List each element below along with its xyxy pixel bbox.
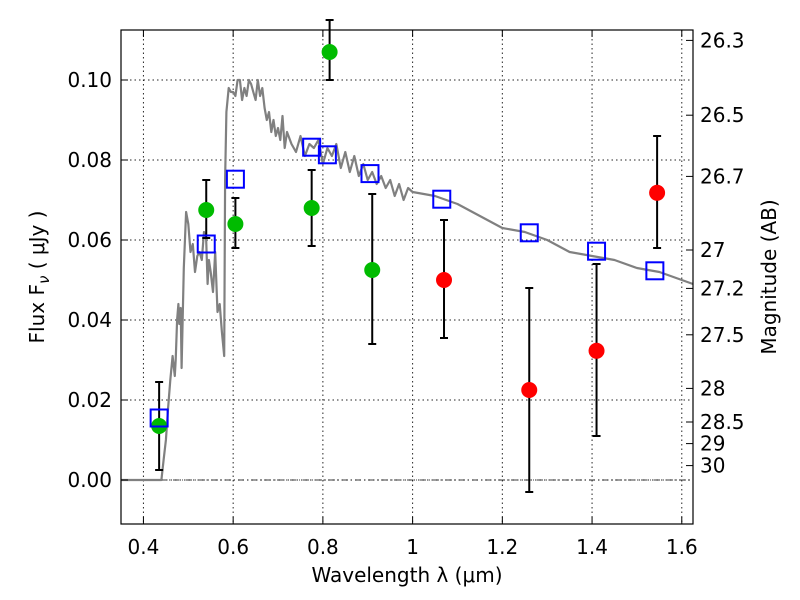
model-photometry-square [225, 169, 245, 189]
y-tick-label: 0.08 [67, 148, 112, 172]
model-photometry-square [645, 261, 665, 281]
model-photometry-square [149, 408, 169, 428]
x-axis-title: Wavelength λ (μm) [311, 563, 502, 587]
model-photometry-square [587, 241, 607, 261]
y-tick-label: 0.04 [67, 308, 112, 332]
x-tick-label: 1.2 [486, 535, 518, 559]
red-data-point [588, 342, 605, 359]
y-axis-title: Flux Fν ( μJy ) [25, 211, 53, 344]
y-tick-label: 0.10 [67, 68, 112, 92]
x-tick-label: 0.4 [128, 535, 160, 559]
model-photometry-square [317, 145, 337, 165]
green-data-point [227, 216, 244, 232]
green-data-point [303, 200, 320, 216]
y2-tick-label: 27.5 [700, 323, 745, 347]
y2-tick-label: 30 [700, 454, 725, 478]
plot-frame [120, 29, 694, 525]
x-tick-label: 0.8 [307, 535, 339, 559]
y2-tick-label: 26.3 [700, 28, 745, 52]
x-tick-label: 1 [406, 535, 419, 559]
model-photometry-square [519, 223, 539, 243]
y2-tick-label: 27.2 [700, 276, 745, 300]
x-tick-label: 1.4 [576, 535, 608, 559]
model-sed-line-group [121, 78, 694, 482]
y2-tick-label: 26.5 [700, 103, 745, 127]
y2-tick-label: 28 [700, 376, 725, 400]
y2-tick-label: 27 [700, 238, 725, 262]
green-data-point [198, 202, 215, 218]
x-tick-label: 1.6 [666, 535, 698, 559]
green-data-point [364, 262, 381, 278]
y-tick-label: 0.06 [67, 228, 112, 252]
model-photometry-square [432, 189, 452, 209]
x-tick-label: 0.6 [217, 535, 249, 559]
red-data-point [521, 382, 538, 398]
y-tick-label: 0.00 [67, 468, 112, 492]
y2-tick-label: 26.7 [700, 164, 745, 188]
red-data-point [436, 272, 453, 288]
y2-tick-label: 28.5 [700, 410, 745, 434]
model-sed-line [121, 78, 694, 482]
photometry-points [151, 44, 666, 434]
y-tick-label: 0.02 [67, 388, 112, 412]
green-data-point [321, 44, 338, 60]
model-photometry-square [360, 164, 380, 184]
model-photometry-square [196, 234, 216, 254]
model-photometry-squares [149, 137, 665, 428]
y-axis-ticks: 0.00 0.02 0.04 0.06 0.08 0.10 [67, 68, 128, 492]
y2-axis-title: Magnitude (AB) [757, 199, 781, 354]
red-data-point [649, 184, 666, 201]
x-axis-ticks: 0.4 0.6 0.8 1 1.2 1.4 1.6 [128, 30, 698, 559]
y2-tick-label: 29 [700, 432, 725, 456]
